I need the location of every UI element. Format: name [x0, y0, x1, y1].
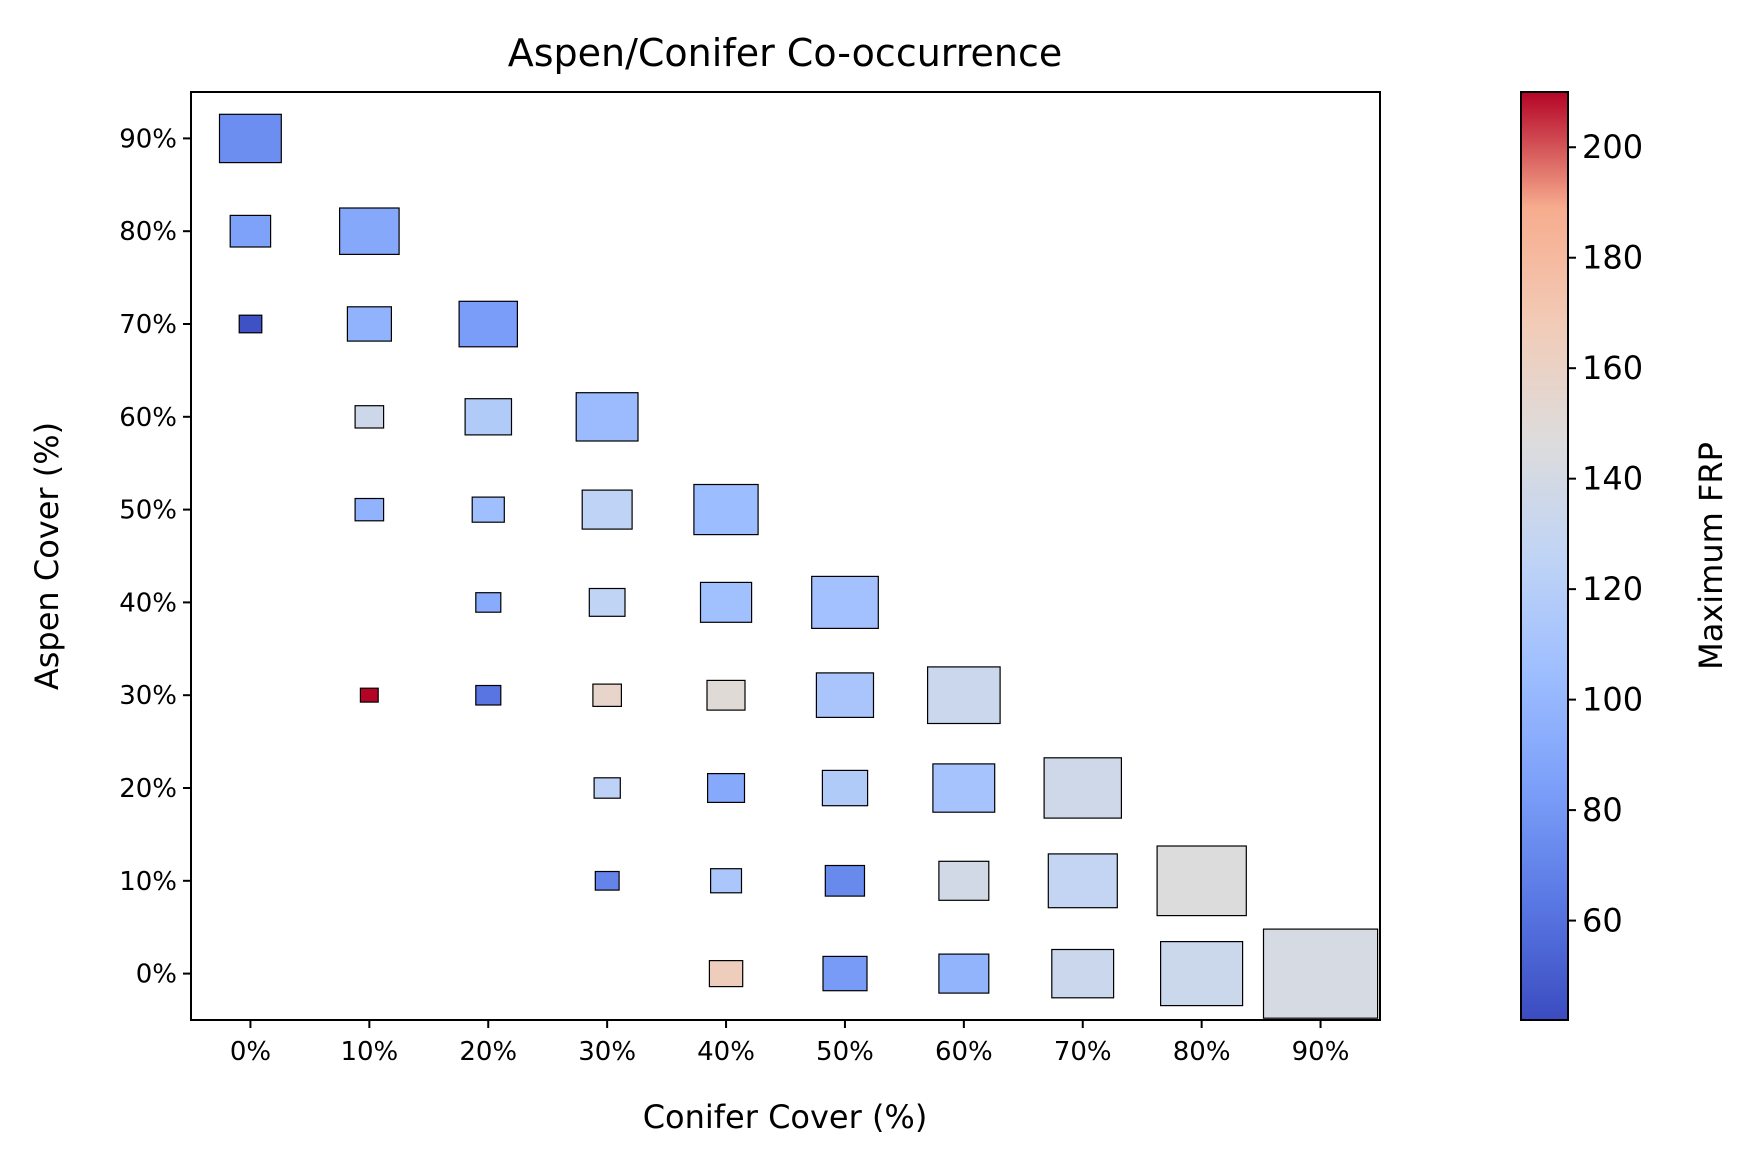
- colorbar-tick-label: 180: [1582, 239, 1643, 277]
- heatmap-cell: [709, 868, 743, 894]
- heatmap-cell: [359, 687, 379, 703]
- heatmap-cell: [708, 959, 744, 988]
- heatmap-cell: [218, 113, 282, 164]
- colorbar-tick-label: 60: [1582, 902, 1623, 940]
- x-tick-label: 50%: [816, 1037, 874, 1067]
- colorbar-tick-label: 100: [1582, 681, 1643, 719]
- x-tick-label: 0%: [230, 1037, 271, 1067]
- y-axis-ticks: 0% 10% 20% 30% 40% 50% 60% 70% 80% 90%: [119, 124, 191, 990]
- chart-title: Aspen/Conifer Co-occurrence: [508, 31, 1063, 75]
- heatmap-cell: [471, 496, 505, 523]
- heatmap-cell: [693, 483, 759, 536]
- heatmap-cell: [594, 870, 620, 891]
- heatmap-cell: [1262, 928, 1379, 1019]
- x-tick-label: 70%: [1054, 1037, 1112, 1067]
- heatmap-cell: [1156, 845, 1247, 917]
- colorbar-tick-label: 160: [1582, 349, 1643, 387]
- heatmap-cell: [581, 489, 633, 530]
- heatmap-cell: [932, 763, 996, 813]
- x-tick-label: 20%: [459, 1037, 517, 1067]
- x-tick-label: 40%: [697, 1037, 755, 1067]
- heatmap-cell: [926, 666, 1001, 725]
- heatmap-cell: [593, 777, 621, 799]
- y-tick-label: 50%: [119, 496, 177, 526]
- heatmap-cell: [339, 207, 400, 256]
- colorbar-tick-label: 200: [1582, 128, 1643, 166]
- colorbar-tick-label: 80: [1582, 791, 1623, 829]
- heatmap-cell: [354, 497, 385, 522]
- y-tick-label: 10%: [119, 867, 177, 897]
- heatmap-cell: [938, 860, 990, 901]
- heatmap-cell: [354, 405, 385, 429]
- heatmap-cell: [824, 864, 866, 897]
- y-tick-label: 90%: [119, 124, 177, 154]
- x-tick-label: 30%: [578, 1037, 636, 1067]
- x-axis-ticks: 0% 10% 20% 30% 40% 50% 60% 70% 80% 90%: [230, 1020, 1350, 1067]
- y-tick-label: 70%: [119, 310, 177, 340]
- colorbar-ticks: 60 80 100 120 140 160 180 200: [1568, 128, 1643, 940]
- heatmap-cell: [821, 769, 869, 807]
- heatmap-cell: [699, 581, 753, 623]
- x-tick-label: 80%: [1173, 1037, 1231, 1067]
- heatmap-cell: [706, 772, 746, 803]
- heatmap-cell: [575, 392, 639, 442]
- colorbar: [1520, 91, 1569, 1021]
- x-tick-label: 10%: [340, 1037, 398, 1067]
- heatmap-cell: [706, 679, 746, 711]
- heatmap-cell: [475, 592, 502, 613]
- heatmap-cell: [592, 683, 623, 707]
- heatmap-cell: [229, 214, 272, 248]
- heatmap-cell: [588, 587, 626, 617]
- y-tick-label: 30%: [119, 681, 177, 711]
- plot-cells: [218, 113, 1379, 1019]
- heatmap-cell: [238, 314, 263, 334]
- heatmap-cell: [1043, 757, 1122, 819]
- y-tick-label: 80%: [119, 217, 177, 247]
- heatmap-cell: [811, 575, 879, 630]
- y-tick-label: 60%: [119, 403, 177, 433]
- heatmap-cell: [815, 672, 875, 719]
- plot-frame: [190, 91, 1381, 1021]
- colorbar-tick-label: 120: [1582, 570, 1643, 608]
- heatmap-cell: [938, 953, 990, 994]
- y-tick-label: 0%: [136, 960, 177, 990]
- heatmap-cell: [822, 955, 868, 992]
- x-axis-label: Conifer Cover (%): [643, 1098, 928, 1136]
- heatmap-cell: [475, 684, 502, 706]
- y-tick-label: 20%: [119, 774, 177, 804]
- y-tick-label: 40%: [119, 588, 177, 618]
- heatmap-cell: [1051, 948, 1115, 999]
- heatmap-cell: [1047, 853, 1118, 909]
- colorbar-tick-label: 140: [1582, 460, 1643, 498]
- heatmap-cell: [458, 300, 519, 348]
- y-axis-label: Aspen Cover (%): [28, 422, 66, 690]
- heatmap-cell: [464, 398, 513, 436]
- x-tick-label: 60%: [935, 1037, 993, 1067]
- heatmap-cell: [346, 306, 392, 342]
- x-tick-label: 90%: [1292, 1037, 1350, 1067]
- colorbar-label: Maximum FRP: [1692, 442, 1730, 670]
- heatmap-cell: [1159, 940, 1244, 1007]
